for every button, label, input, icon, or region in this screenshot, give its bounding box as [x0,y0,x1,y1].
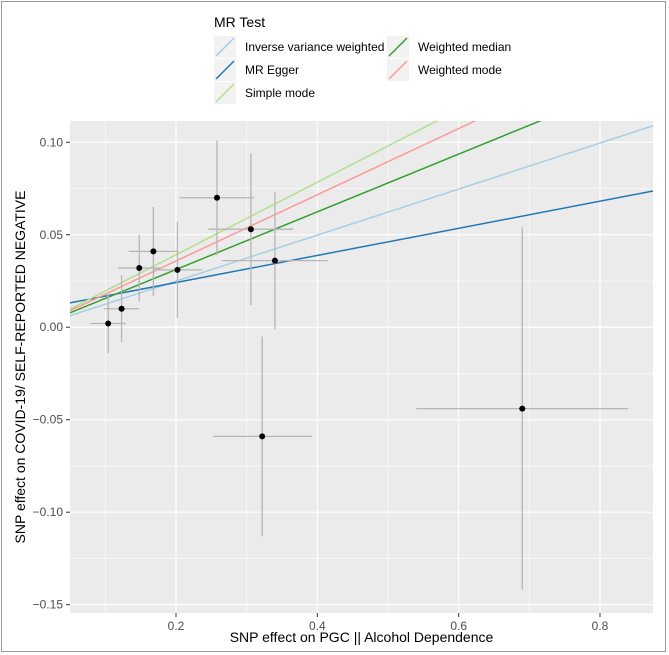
y-tick-label: −0.05 [33,413,64,427]
regression-line-weighted-median [70,121,542,314]
data-point [247,226,254,233]
x-axis: 0.2 0.4 0.6 0.8 [168,613,609,633]
x-tick-label: 0.6 [450,619,467,633]
regression-line-simple-mode [70,121,439,310]
data-point [519,405,526,412]
y-tick-label: 0.10 [40,135,64,149]
legend-item-label: Simple mode [245,86,315,100]
data-point [136,265,143,272]
plot-panel [70,121,653,613]
legend: MR Test Inverse variance weighted MR Egge… [214,14,511,104]
panel-background [70,121,653,613]
data-point [150,248,157,255]
legend-key-line [215,37,235,57]
y-tick-label: 0.00 [40,320,64,334]
regression-line-weighted-mode [70,121,477,312]
y-axis: −0.15 −0.10 −0.05 0.00 0.05 0.10 [33,135,70,612]
legend-item-label: Weighted median [418,40,511,54]
data-point [105,320,112,327]
legend-item: Weighted mode [387,59,502,81]
y-axis-label: SNP effect on COVID-19/ SELF-REPORTED NE… [12,191,28,544]
legend-item: MR Egger [214,59,299,81]
regression-line-mr-egger [70,190,653,304]
legend-key-line [215,60,235,80]
y-tick-label: 0.05 [40,228,64,242]
legend-title: MR Test [214,14,265,30]
y-tick-label: −0.15 [33,598,64,612]
legend-key-line [388,60,408,80]
data-point [118,305,125,312]
x-tick-label: 0.4 [309,619,326,633]
data-point [174,266,181,273]
x-tick-label: 0.2 [168,619,185,633]
legend-item: Inverse variance weighted [214,36,384,58]
data-point [271,257,278,264]
data-point [259,433,266,440]
data-point [213,194,220,201]
x-tick-label: 0.8 [592,619,609,633]
legend-item: Weighted median [387,36,511,58]
legend-item-label: MR Egger [245,63,299,77]
legend-item: Simple mode [214,82,315,104]
legend-key-line [215,83,235,103]
legend-item-label: Inverse variance weighted [245,40,384,54]
legend-key-line [388,37,408,57]
y-tick-label: −0.10 [33,505,64,519]
legend-item-label: Weighted mode [418,63,502,77]
x-axis-label: SNP effect on PGC || Alcohol Dependence [230,629,494,645]
